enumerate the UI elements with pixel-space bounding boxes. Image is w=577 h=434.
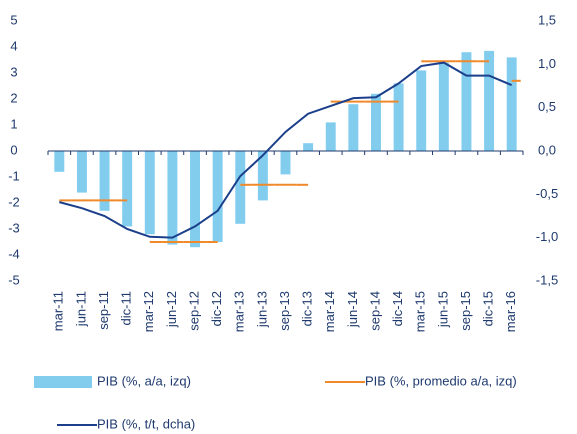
x-tick-label: mar-15	[413, 291, 428, 332]
x-tick-label: dic-15	[481, 291, 496, 326]
bar	[371, 93, 381, 151]
y2-tick-label: -1,5	[536, 272, 558, 287]
x-tick-label: mar-12	[141, 291, 156, 332]
bar	[76, 151, 87, 193]
y2-tick-label: 1,5	[538, 12, 556, 27]
bar	[393, 83, 404, 151]
x-tick-label: mar-13	[232, 291, 247, 332]
y-tick-label: 1	[10, 116, 17, 131]
bar	[484, 50, 495, 151]
bar	[416, 70, 427, 151]
y2-tick-label: 0,0	[538, 142, 556, 157]
y2-tick-label: -0,5	[536, 186, 558, 201]
x-tick-label: jun-13	[254, 291, 269, 328]
bar	[212, 151, 223, 242]
x-tick-label: sep-11	[96, 291, 111, 330]
y2-tick-label: 0,5	[538, 99, 556, 114]
bar	[54, 151, 65, 172]
bar	[167, 151, 178, 245]
y-tick-label: -4	[8, 246, 20, 261]
y-tick-label: -1	[8, 168, 20, 183]
x-tick-label: mar-16	[503, 291, 518, 332]
x-tick-label: jun-14	[345, 291, 360, 328]
y-tick-label: 0	[10, 142, 17, 157]
legend-swatch	[34, 376, 92, 388]
x-tick-label: jun-12	[164, 291, 179, 328]
x-tick-label: dic-12	[209, 291, 224, 326]
x-tick-label: dic-11	[119, 291, 134, 325]
bar	[303, 143, 314, 151]
legend-label: PIB (%, t/t, dcha)	[97, 416, 195, 431]
bar	[325, 122, 336, 151]
y-tick-label: -5	[8, 272, 20, 287]
bar	[348, 104, 359, 151]
x-tick-label: dic-13	[300, 291, 315, 326]
x-tick-label: sep-15	[458, 291, 473, 331]
y2-tick-label: 1,0	[538, 56, 556, 71]
x-tick-label: jun-11	[73, 291, 88, 327]
x-tick-label: dic-14	[390, 291, 405, 326]
bar	[122, 151, 133, 227]
legend-label: PIB (%, promedio a/a, izq)	[365, 373, 517, 388]
x-tick-label: mar-11	[51, 291, 66, 331]
x-tick-label: sep-12	[186, 291, 201, 331]
x-tick-label: mar-14	[322, 291, 337, 332]
bar	[190, 151, 200, 248]
bar	[257, 151, 268, 201]
x-tick-label: jun-15	[435, 291, 450, 328]
bar	[438, 62, 449, 151]
line	[59, 61, 513, 239]
x-tick-label: sep-14	[367, 291, 382, 331]
bar	[280, 151, 291, 175]
y-tick-label: 5	[10, 12, 17, 27]
y-tick-label: 2	[10, 90, 17, 105]
bar	[144, 151, 155, 235]
bar	[99, 151, 110, 211]
bar	[461, 52, 472, 152]
y2-tick-label: -1,0	[536, 229, 558, 244]
y-tick-label: 4	[10, 38, 17, 53]
y-tick-label: 3	[10, 64, 17, 79]
bar	[506, 57, 517, 151]
x-tick-label: sep-13	[277, 291, 292, 331]
y-tick-label: -3	[8, 220, 20, 235]
y-tick-label: -2	[8, 194, 20, 209]
bar	[235, 151, 246, 224]
legend-label: PIB (%, a/a, izq)	[97, 373, 191, 388]
